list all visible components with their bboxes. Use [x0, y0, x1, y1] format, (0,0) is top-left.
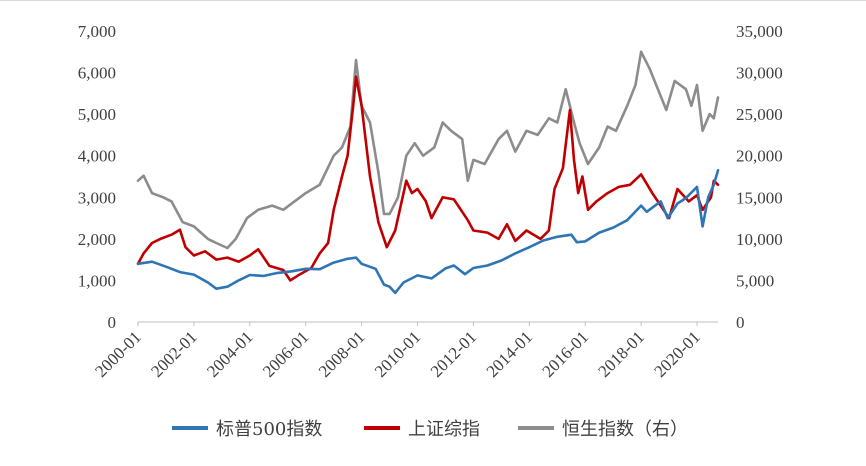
right-tick-label: 35,000: [736, 22, 783, 41]
x-axis-ticks: 2000-01 2002-01 2004-01 2006-01 2008-01 2010-…: [91, 322, 704, 381]
right-tick-label: 20,000: [736, 147, 783, 166]
right-tick-label: 10,000: [736, 230, 783, 249]
legend-swatch-shanghai: [364, 426, 400, 430]
line-chart: 0 1,000 2,000 3,000 4,000 5,000 6,000 7,000 0 5,…: [78, 22, 783, 381]
right-tick-label: 25,000: [736, 105, 783, 124]
right-tick-label: 30,000: [736, 64, 783, 83]
x-tick-label: 2000-01: [91, 327, 145, 381]
x-tick-label: 2010-01: [371, 327, 425, 381]
x-tick-label: 2012-01: [427, 327, 481, 381]
left-tick-label: 2,000: [78, 230, 116, 249]
x-tick-label: 2020-01: [650, 327, 704, 381]
legend-swatch-hangseng: [518, 426, 554, 430]
right-tick-label: 15,000: [736, 188, 783, 207]
x-tick-label: 2002-01: [147, 327, 201, 381]
legend-label-hangseng: 恒生指数（右）: [562, 419, 688, 440]
x-tick-label: 2014-01: [483, 327, 537, 381]
right-axis-ticks: 0 5,000 10,000 15,000 20,000 25,000 30,000 35,0…: [736, 22, 783, 332]
legend: 标普500指数 上证综指 恒生指数（右）: [0, 408, 866, 448]
left-tick-label: 6,000: [78, 64, 116, 83]
legend-item-shanghai: 上证综指: [364, 408, 480, 448]
left-tick-label: 4,000: [78, 147, 116, 166]
x-tick-label: 2016-01: [539, 327, 593, 381]
legend-swatch-sp500: [172, 426, 208, 430]
x-tick-label: 2008-01: [315, 327, 369, 381]
series-line: [136, 50, 720, 250]
left-tick-label: 5,000: [78, 105, 116, 124]
legend-item-sp500: 标普500指数: [172, 408, 322, 448]
legend-label-shanghai: 上证综指: [408, 419, 480, 440]
series-lines: [136, 50, 720, 295]
x-tick-label: 2004-01: [203, 327, 257, 381]
left-axis-ticks: 0 1,000 2,000 3,000 4,000 5,000 6,000 7,000: [78, 22, 116, 332]
top-border: [0, 0, 866, 1]
right-tick-label: 0: [736, 313, 745, 332]
left-tick-label: 1,000: [78, 271, 116, 290]
left-tick-label: 0: [108, 313, 117, 332]
left-tick-label: 3,000: [78, 188, 116, 207]
x-tick-label: 2018-01: [594, 327, 648, 381]
x-tick-label: 2006-01: [259, 327, 313, 381]
legend-item-hangseng: 恒生指数（右）: [518, 408, 688, 448]
series-line: [136, 169, 720, 295]
right-tick-label: 5,000: [736, 271, 774, 290]
series-line: [136, 75, 720, 282]
legend-label-sp500: 标普500指数: [216, 419, 323, 440]
left-tick-label: 7,000: [78, 22, 116, 41]
